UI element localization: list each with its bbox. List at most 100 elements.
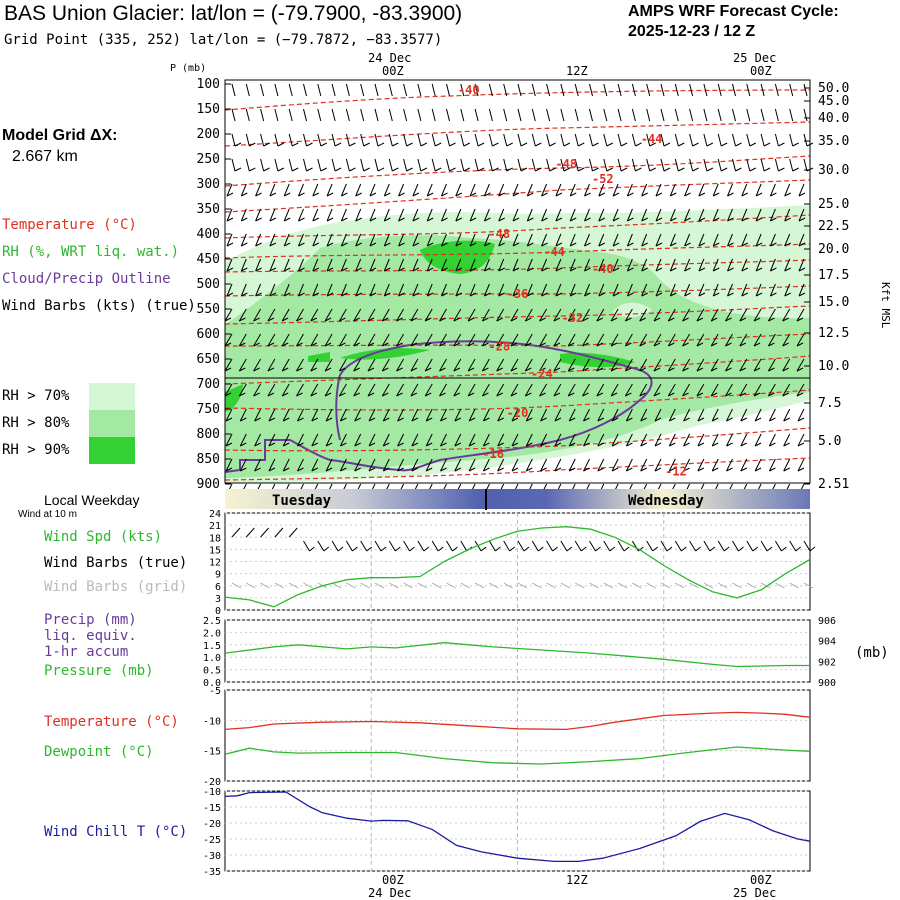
wind-barb (574, 108, 579, 122)
wind-barb-flag (383, 417, 390, 422)
surface-barb-grid-staff (732, 582, 742, 589)
wind-barb (769, 183, 777, 197)
wind-barb-flag (253, 317, 260, 322)
wind-barb-flag (598, 192, 606, 197)
wind-barb-flag (597, 442, 605, 447)
wind-barb-flag (670, 292, 677, 297)
wind-barb (568, 433, 576, 447)
wind-barb-flag (310, 317, 318, 322)
wind-barb-staff (224, 333, 233, 347)
wind-barb (727, 283, 734, 297)
surface-barb-flag (409, 546, 415, 552)
wind-barb-flag (310, 367, 318, 372)
wind-barb-staff (411, 458, 419, 472)
surface-barb-flag (623, 546, 630, 552)
wind-barb-flag (712, 217, 720, 222)
wind-barb-staff (603, 108, 608, 122)
wind-barb (569, 208, 577, 222)
wind-barb (531, 158, 542, 172)
wind-barb-flag (598, 267, 606, 272)
wind-barb (546, 158, 556, 172)
surface-barb-grid (746, 582, 757, 589)
wind-barb-staff (617, 158, 622, 172)
wind-barb-staff (310, 358, 319, 372)
wind-barb-flag (520, 142, 528, 147)
wind-barb-staff (555, 233, 562, 247)
wind-barb (689, 108, 694, 122)
wind-barb (426, 283, 434, 297)
wind-barb-staff (611, 408, 619, 422)
wind-barb (684, 283, 691, 297)
wind-barb-flag (612, 242, 620, 247)
surface-barb-grid (460, 582, 471, 589)
wind-barb-staff (560, 83, 565, 97)
surface-barb-grid (775, 582, 785, 589)
wind-barb-staff (382, 458, 390, 472)
wind-barb (582, 383, 590, 397)
wind-barb-flag (541, 267, 548, 272)
wind-barb-flag (298, 192, 305, 197)
temp-contour-label: -28 (488, 340, 510, 354)
wind-barb-flag (569, 192, 577, 197)
wind-barb (760, 158, 771, 172)
wind-barb-flag (467, 392, 475, 397)
wind-barb (524, 333, 533, 347)
wind-barb (797, 408, 805, 422)
wind-barb (312, 283, 320, 297)
wind-barb-flag (349, 167, 356, 172)
wind-barb-flag (768, 317, 775, 322)
wind-barb (383, 208, 391, 222)
wind-barb (398, 183, 405, 197)
wind-barb-flag (782, 342, 789, 347)
wind-barb-staff (603, 133, 608, 147)
wind-barb-flag (369, 267, 377, 272)
wind-barb-staff (641, 208, 648, 222)
wind-barb (268, 458, 276, 472)
surface-barb-flag (738, 546, 744, 552)
wind-barb-flag (612, 292, 620, 297)
wind-barb-staff (383, 233, 390, 247)
wind-barb (226, 258, 234, 272)
wind-barb-staff (639, 358, 648, 372)
wind-barb-staff (281, 383, 290, 397)
surface-barb-grid (603, 582, 614, 589)
precip-tick: 1.5 (203, 641, 221, 652)
wind-barb-staff (255, 208, 262, 222)
wind-barb-staff (296, 383, 304, 397)
wind-barb-staff (469, 183, 476, 197)
wind-barb-flag (382, 392, 389, 397)
wind-barb-staff (655, 283, 662, 297)
wind-barb (541, 283, 548, 297)
wind-barb-staff (541, 208, 548, 222)
wind-barb-flag (584, 192, 591, 197)
wind-barb-staff (482, 433, 490, 447)
wind-barb (617, 83, 622, 97)
wind-barb-flag (753, 392, 761, 397)
wind-barb-staff (727, 183, 733, 197)
wind-barb-flag (706, 167, 714, 172)
surface-barb-grid-staff (360, 582, 370, 589)
surface-barb-staff (746, 540, 754, 552)
wind-barb-staff (584, 208, 590, 222)
wind-barb-staff (524, 383, 533, 397)
wind-barb (611, 433, 619, 447)
wind-barb (698, 183, 706, 197)
wind-barb-staff (512, 258, 519, 272)
wind-barb (439, 308, 447, 322)
wind-barb (555, 183, 563, 197)
wind-barb-flag (755, 267, 763, 272)
wind-barb-flag (655, 267, 663, 272)
wind-barb-staff (281, 308, 290, 322)
wind-barb-flag (697, 417, 705, 422)
wind-barb-flag (792, 142, 799, 147)
wind-barb-flag (484, 242, 491, 247)
wind-barb (669, 258, 677, 272)
wind-barb-flag (283, 242, 291, 247)
surface-barb-true (317, 540, 330, 552)
wind-barb-staff (554, 433, 562, 447)
wind-barb (369, 208, 377, 222)
cross-section-frame (224, 79, 811, 484)
wind-barb (268, 433, 276, 447)
wind-barb-flag (353, 342, 360, 347)
wind-barb-staff (789, 133, 794, 147)
